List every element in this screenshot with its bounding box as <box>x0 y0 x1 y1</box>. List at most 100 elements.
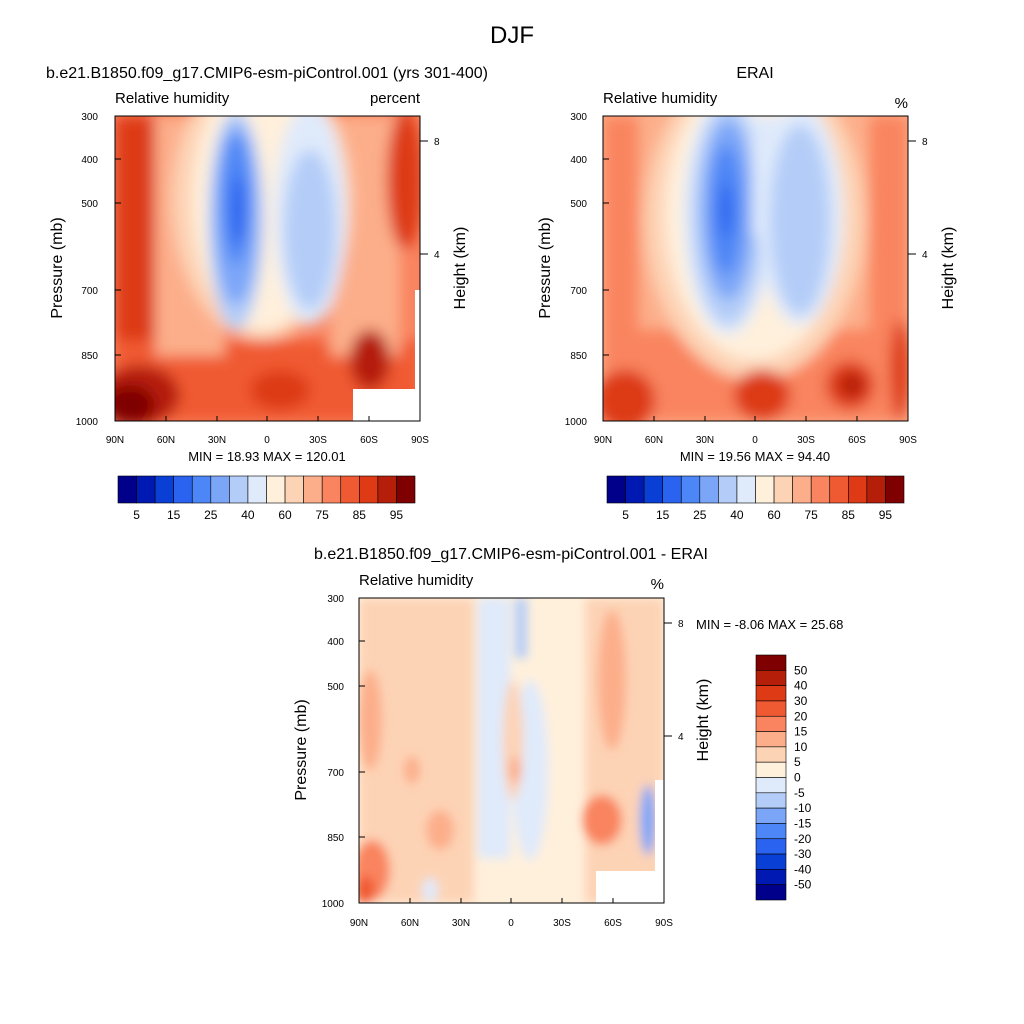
y-axis-ticks: 300 400 500 700 850 1000 <box>565 112 609 428</box>
panel-title: ERAI <box>736 65 773 82</box>
y-tick-label: 1000 <box>322 899 345 910</box>
min-max-stats: MIN = -8.06 MAX = 25.68 <box>696 617 843 632</box>
y-tick-label: 1000 <box>565 417 588 428</box>
y-tick-label: 850 <box>327 833 344 844</box>
left-label: Relative humidity <box>603 90 718 107</box>
colorbar-swatch <box>699 475 719 504</box>
colorbar-swatch <box>848 475 868 504</box>
colorbar-swatch <box>755 792 787 809</box>
colorbar-swatch <box>154 475 174 504</box>
x-tick-label: 30N <box>696 435 714 446</box>
y-tick-label: 700 <box>570 286 587 297</box>
colorbar-label: 40 <box>794 679 808 693</box>
colorbar-swatch <box>321 475 342 504</box>
colorbar-swatch <box>755 475 775 504</box>
colorbar-swatch <box>755 838 787 855</box>
y-tick-label: 500 <box>570 199 587 210</box>
y-axis-ticks: 300 400 500 700 850 1000 <box>76 112 121 428</box>
panel-title: b.e21.B1850.f09_g17.CMIP6-esm-piControl.… <box>314 546 708 563</box>
colorbar-label: 95 <box>879 508 893 522</box>
colorbar-label: -15 <box>794 816 812 830</box>
x-tick-label: 30N <box>208 435 226 446</box>
y2-axis-label: Height (km) <box>940 227 957 310</box>
colorbar-swatch <box>340 475 360 504</box>
y-tick-label: 300 <box>570 112 587 123</box>
colorbar-swatch <box>755 761 787 778</box>
colorbar-label: 85 <box>353 508 367 522</box>
colorbar-swatch <box>680 475 701 504</box>
colorbar-swatch <box>643 475 663 504</box>
y-axis-label: Pressure (mb) <box>293 699 310 800</box>
colorbar-label: 30 <box>794 694 808 708</box>
colorbar-swatch <box>117 475 137 504</box>
colorbar-swatch <box>625 475 645 504</box>
colorbar-label: 15 <box>167 508 181 522</box>
colorbar-label: 5 <box>622 508 629 522</box>
colorbar-label: 40 <box>730 508 744 522</box>
colorbar-label: 25 <box>693 508 707 522</box>
colorbar-swatch <box>247 475 267 504</box>
x-tick-label: 30S <box>797 435 815 446</box>
y-tick-label: 700 <box>327 768 344 779</box>
colorbar-label: 0 <box>794 771 801 785</box>
x-axis-ticks: 90N 60N 30N 0 30S 60S 90S <box>106 416 429 446</box>
y-axis-ticks: 300 400 500 700 850 1000 <box>322 594 365 910</box>
colorbar-swatch <box>266 475 286 504</box>
colorbar-swatch <box>718 475 738 504</box>
x-tick-label: 60N <box>645 435 663 446</box>
x-tick-label: 60S <box>360 435 378 446</box>
colorbar-swatch <box>736 475 756 504</box>
colorbar-label: 25 <box>204 508 218 522</box>
y-tick-label: 400 <box>327 637 344 648</box>
colorbar-label: -40 <box>794 862 812 876</box>
figure-title: DJF <box>490 22 534 49</box>
left-label: Relative humidity <box>359 572 474 589</box>
y-tick-label: 300 <box>327 594 344 605</box>
colorbar-swatch <box>755 731 787 748</box>
colorbar-swatch <box>755 807 787 824</box>
colorbar-label: -30 <box>794 847 812 861</box>
right-label: % <box>651 576 664 593</box>
x-tick-label: 60N <box>157 435 175 446</box>
colorbar-swatch <box>755 777 787 794</box>
colorbar-label: 60 <box>767 508 781 522</box>
x-tick-label: 60S <box>848 435 866 446</box>
y2-tick-label: 8 <box>922 137 928 148</box>
colorbar: 5 15 25 40 60 75 85 95 <box>117 475 416 522</box>
colorbar-swatch <box>377 475 397 504</box>
right-label: percent <box>370 90 421 107</box>
x-tick-label: 60N <box>401 918 419 929</box>
x-tick-label: 90N <box>350 918 368 929</box>
colorbar-label: 20 <box>794 709 808 723</box>
x-tick-label: 0 <box>264 435 270 446</box>
panel-title: b.e21.B1850.f09_g17.CMIP6-esm-piControl.… <box>46 65 488 82</box>
colorbar-label: -20 <box>794 832 812 846</box>
colorbar-label: 50 <box>794 663 808 677</box>
y2-axis-ticks: 8 4 <box>908 137 928 261</box>
colorbar-swatch <box>885 475 905 504</box>
colorbar-label: 60 <box>278 508 292 522</box>
y2-tick-label: 4 <box>434 250 440 261</box>
colorbar-swatch <box>829 475 849 504</box>
colorbar-label: 95 <box>390 508 404 522</box>
y-axis-label: Pressure (mb) <box>537 217 554 318</box>
left-label: Relative humidity <box>115 90 230 107</box>
min-max-stats: MIN = 18.93 MAX = 120.01 <box>188 449 346 464</box>
y-tick-label: 400 <box>81 155 98 166</box>
colorbar-label: 5 <box>794 755 801 769</box>
colorbar-swatch <box>303 475 323 504</box>
colorbar-swatch <box>866 475 886 504</box>
y-tick-label: 500 <box>327 682 344 693</box>
y2-axis-ticks: 8 4 <box>420 137 440 261</box>
x-tick-label: 90N <box>106 435 124 446</box>
colorbar-label: -10 <box>794 801 812 815</box>
colorbar-label: 40 <box>241 508 255 522</box>
contour-field <box>115 116 420 421</box>
colorbar-swatch <box>755 685 787 702</box>
y-tick-label: 850 <box>570 351 587 362</box>
colorbar-swatch <box>755 670 787 686</box>
colorbar-label: 5 <box>133 508 140 522</box>
y2-tick-label: 8 <box>434 137 440 148</box>
y-tick-label: 1000 <box>76 417 99 428</box>
colorbar-swatch <box>396 475 416 504</box>
